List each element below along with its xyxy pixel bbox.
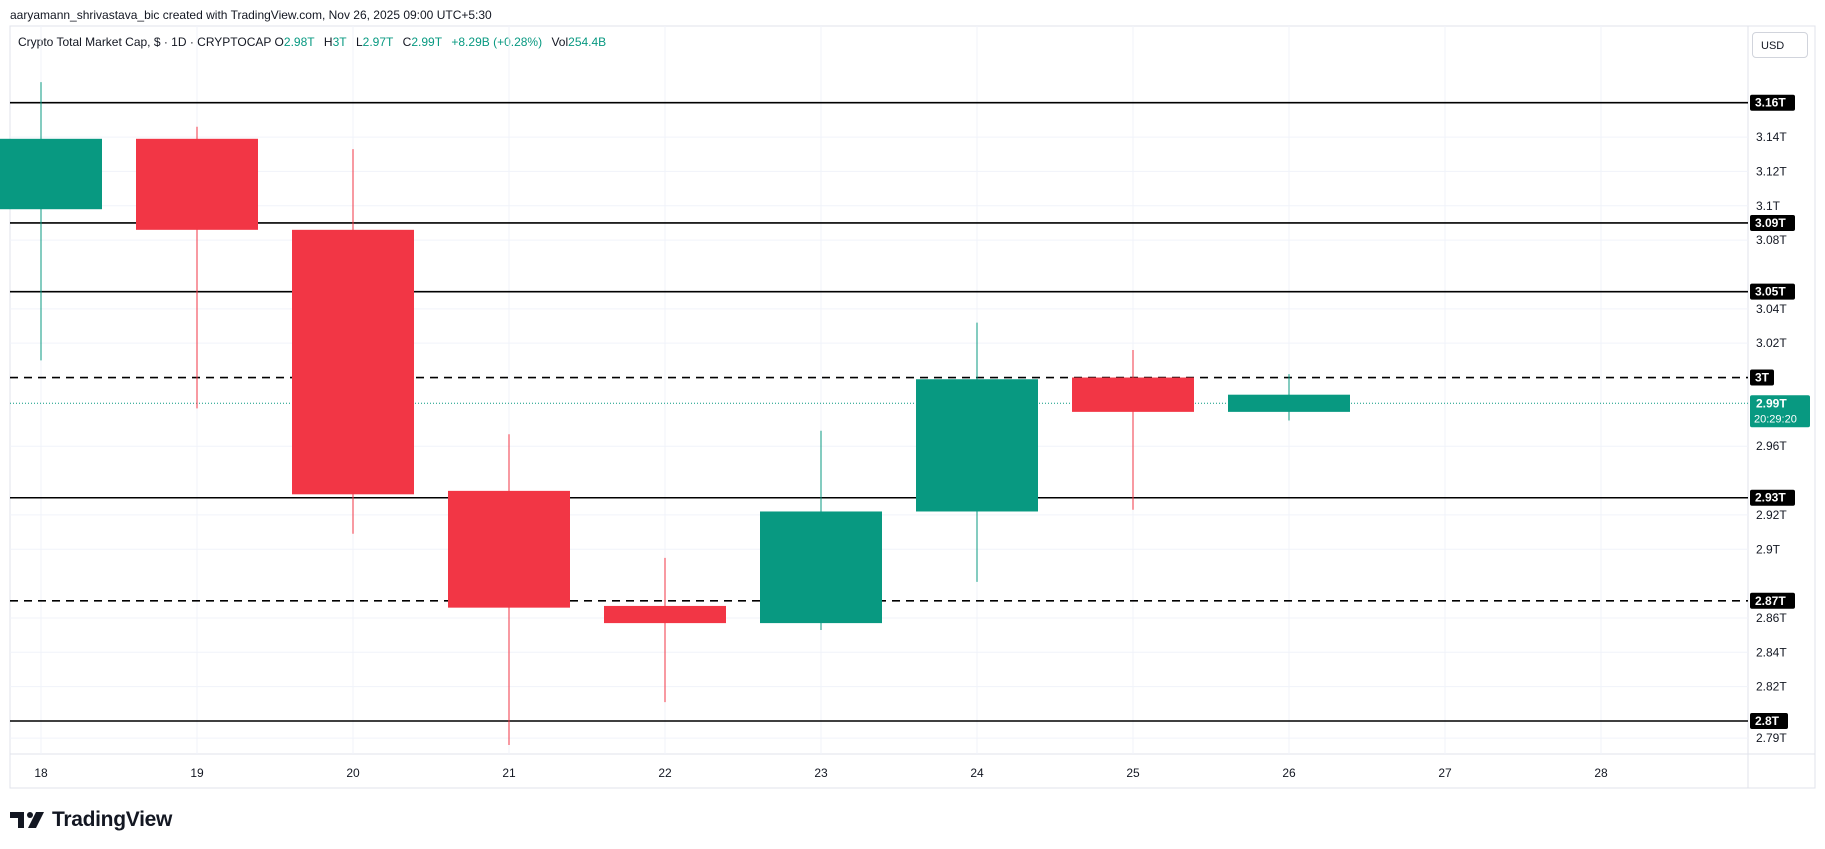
candle-body [0,138,102,210]
high-value: 3T [332,35,347,49]
candle-body [1072,377,1194,412]
level-tag-label: 3T [1755,371,1770,385]
x-tick-label: 24 [970,766,984,780]
open-label: O [274,35,284,49]
tradingview-logo[interactable]: TradingView [10,808,172,832]
level-tag [1750,214,1795,231]
volume-value: 254.4B [568,35,607,49]
open-value: 2.98T [283,35,315,49]
low-value: 2.97T [362,35,394,49]
high-label: H [323,35,333,49]
x-tick-label: 23 [814,766,828,780]
level-tag-label: 3.09T [1755,216,1786,230]
candles [0,82,1350,746]
time-axis: 18 19 20 21 22 23 24 25 26 27 28 [34,766,1608,780]
brand-name: TradingView [52,808,173,831]
low-label: L [355,35,363,49]
x-tick-label: 21 [502,766,516,780]
last-price-label: 2.99T [1756,396,1787,410]
grid-lines [9,25,1816,789]
close-label: C [402,35,412,49]
chart-frame [9,25,1816,789]
level-tag [1750,592,1795,609]
level-tag [1750,713,1788,729]
x-tick-label: 27 [1438,766,1452,780]
y-tick-label: 3.12T [1756,164,1787,178]
y-tick-label: 2.79T [1756,731,1787,745]
level-tag-label: 3.05T [1755,285,1786,299]
candlestick-chart[interactable]: 3.14T 3.12T 3.1T 3.08T 3.04T 3.02T 2.96T 2.92T 2… [0,0,1825,800]
y-tick-label: 3.04T [1756,302,1787,316]
level-tag-label: 2.87T [1755,594,1786,608]
x-tick-label: 20 [346,766,360,780]
y-tick-label: 2.84T [1756,645,1787,659]
level-tag [1750,283,1795,300]
level-tag-label: 2.8T [1755,714,1780,728]
level-tag [1750,489,1795,506]
x-tick-label: 22 [658,766,672,780]
candle-body [136,138,258,230]
level-tag [1750,94,1795,111]
level-lines [10,101,1748,722]
candle-body [916,379,1038,512]
symbol-legend: Crypto Total Market Cap, $ · 1D · CRYPTO… [18,35,612,49]
candle-body [604,605,726,624]
y-tick-label: 3.14T [1756,130,1787,144]
y-tick-label: 2.9T [1756,542,1781,556]
countdown-label: 20:29:20 [1754,413,1797,425]
x-tick-label: 18 [34,766,48,780]
tradingview-logo-icon [10,812,44,828]
y-tick-label: 2.96T [1756,439,1787,453]
candle-body [448,490,570,608]
last-price-tag [1750,395,1810,428]
close-value: 2.99T [411,35,443,49]
x-tick-label: 28 [1594,766,1608,780]
symbol-name[interactable]: Crypto Total Market Cap, $ · 1D · CRYPTO… [18,35,272,49]
chart-attribution: aaryamann_shrivastava_bic created with T… [10,8,492,22]
currency-button[interactable]: USD [1752,32,1808,58]
level-tag-label: 2.93T [1755,491,1786,505]
volume-label: Vol [551,35,569,49]
x-tick-label: 25 [1126,766,1140,780]
level-tag [1750,369,1774,386]
price-axis: 3.14T 3.12T 3.1T 3.08T 3.04T 3.02T 2.96T 2.92T 2… [1756,130,1787,745]
candle-body [292,229,414,495]
change-value: +8.29B (+0.28%) [451,35,543,49]
y-tick-label: 2.92T [1756,508,1787,522]
y-tick-label: 2.82T [1756,680,1787,694]
y-tick-label: 2.86T [1756,611,1787,625]
level-tags: 3.16T 3.09T 3.05T 3T 2.93T 2.87T 2.8T 2.99T 20:2… [1750,94,1810,729]
y-tick-label: 3.1T [1756,199,1781,213]
x-tick-label: 19 [190,766,204,780]
candle-body [1228,394,1350,412]
level-tag-label: 3.16T [1755,96,1786,110]
x-tick-label: 26 [1282,766,1296,780]
y-tick-label: 3.02T [1756,336,1787,350]
y-tick-label: 3.08T [1756,233,1787,247]
candle-body [760,511,882,624]
